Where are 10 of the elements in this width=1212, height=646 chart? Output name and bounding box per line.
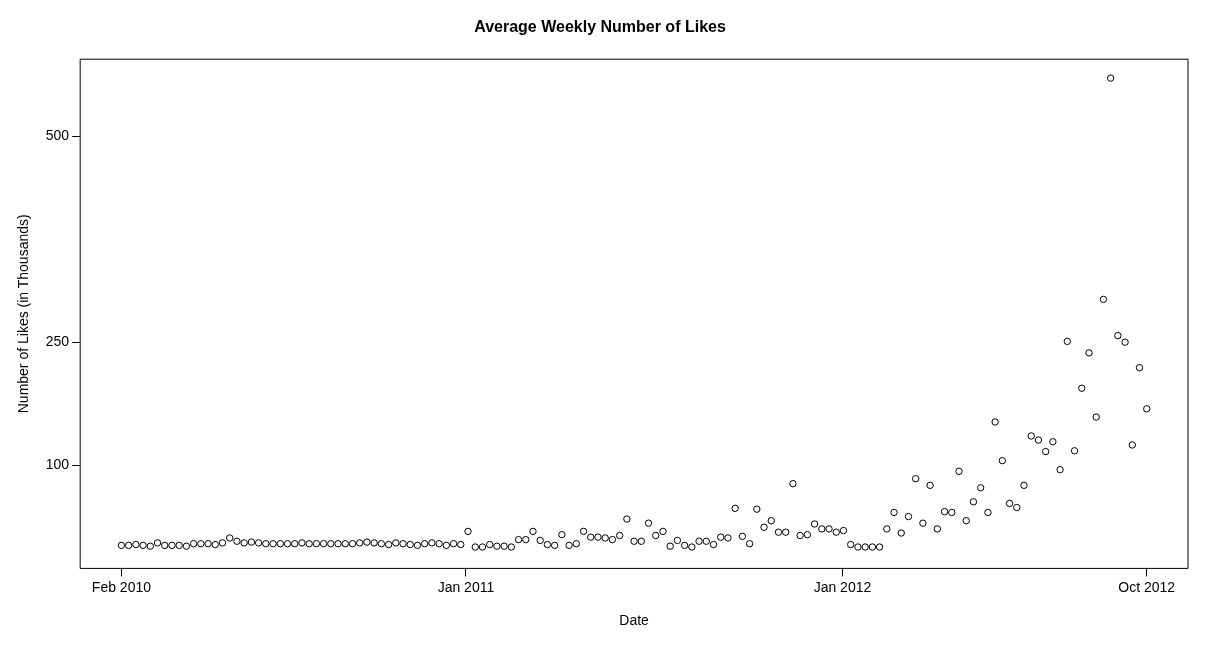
x-tick-label: Feb 2010	[91, 578, 152, 595]
x-axis-title: Date	[619, 612, 650, 629]
chart-title: Average Weekly Number of Likes	[474, 18, 726, 36]
y-tick-label: 100	[45, 456, 70, 473]
x-tick-label: Oct 2012	[1118, 578, 1176, 595]
y-tick-label: 250	[45, 333, 70, 350]
y-axis-title: Number of Likes (in Thousands)	[15, 214, 32, 414]
y-tick-label: 500	[45, 127, 70, 144]
x-tick-label: Jan 2011	[437, 578, 495, 595]
x-tick-label: Jan 2012	[813, 578, 872, 595]
